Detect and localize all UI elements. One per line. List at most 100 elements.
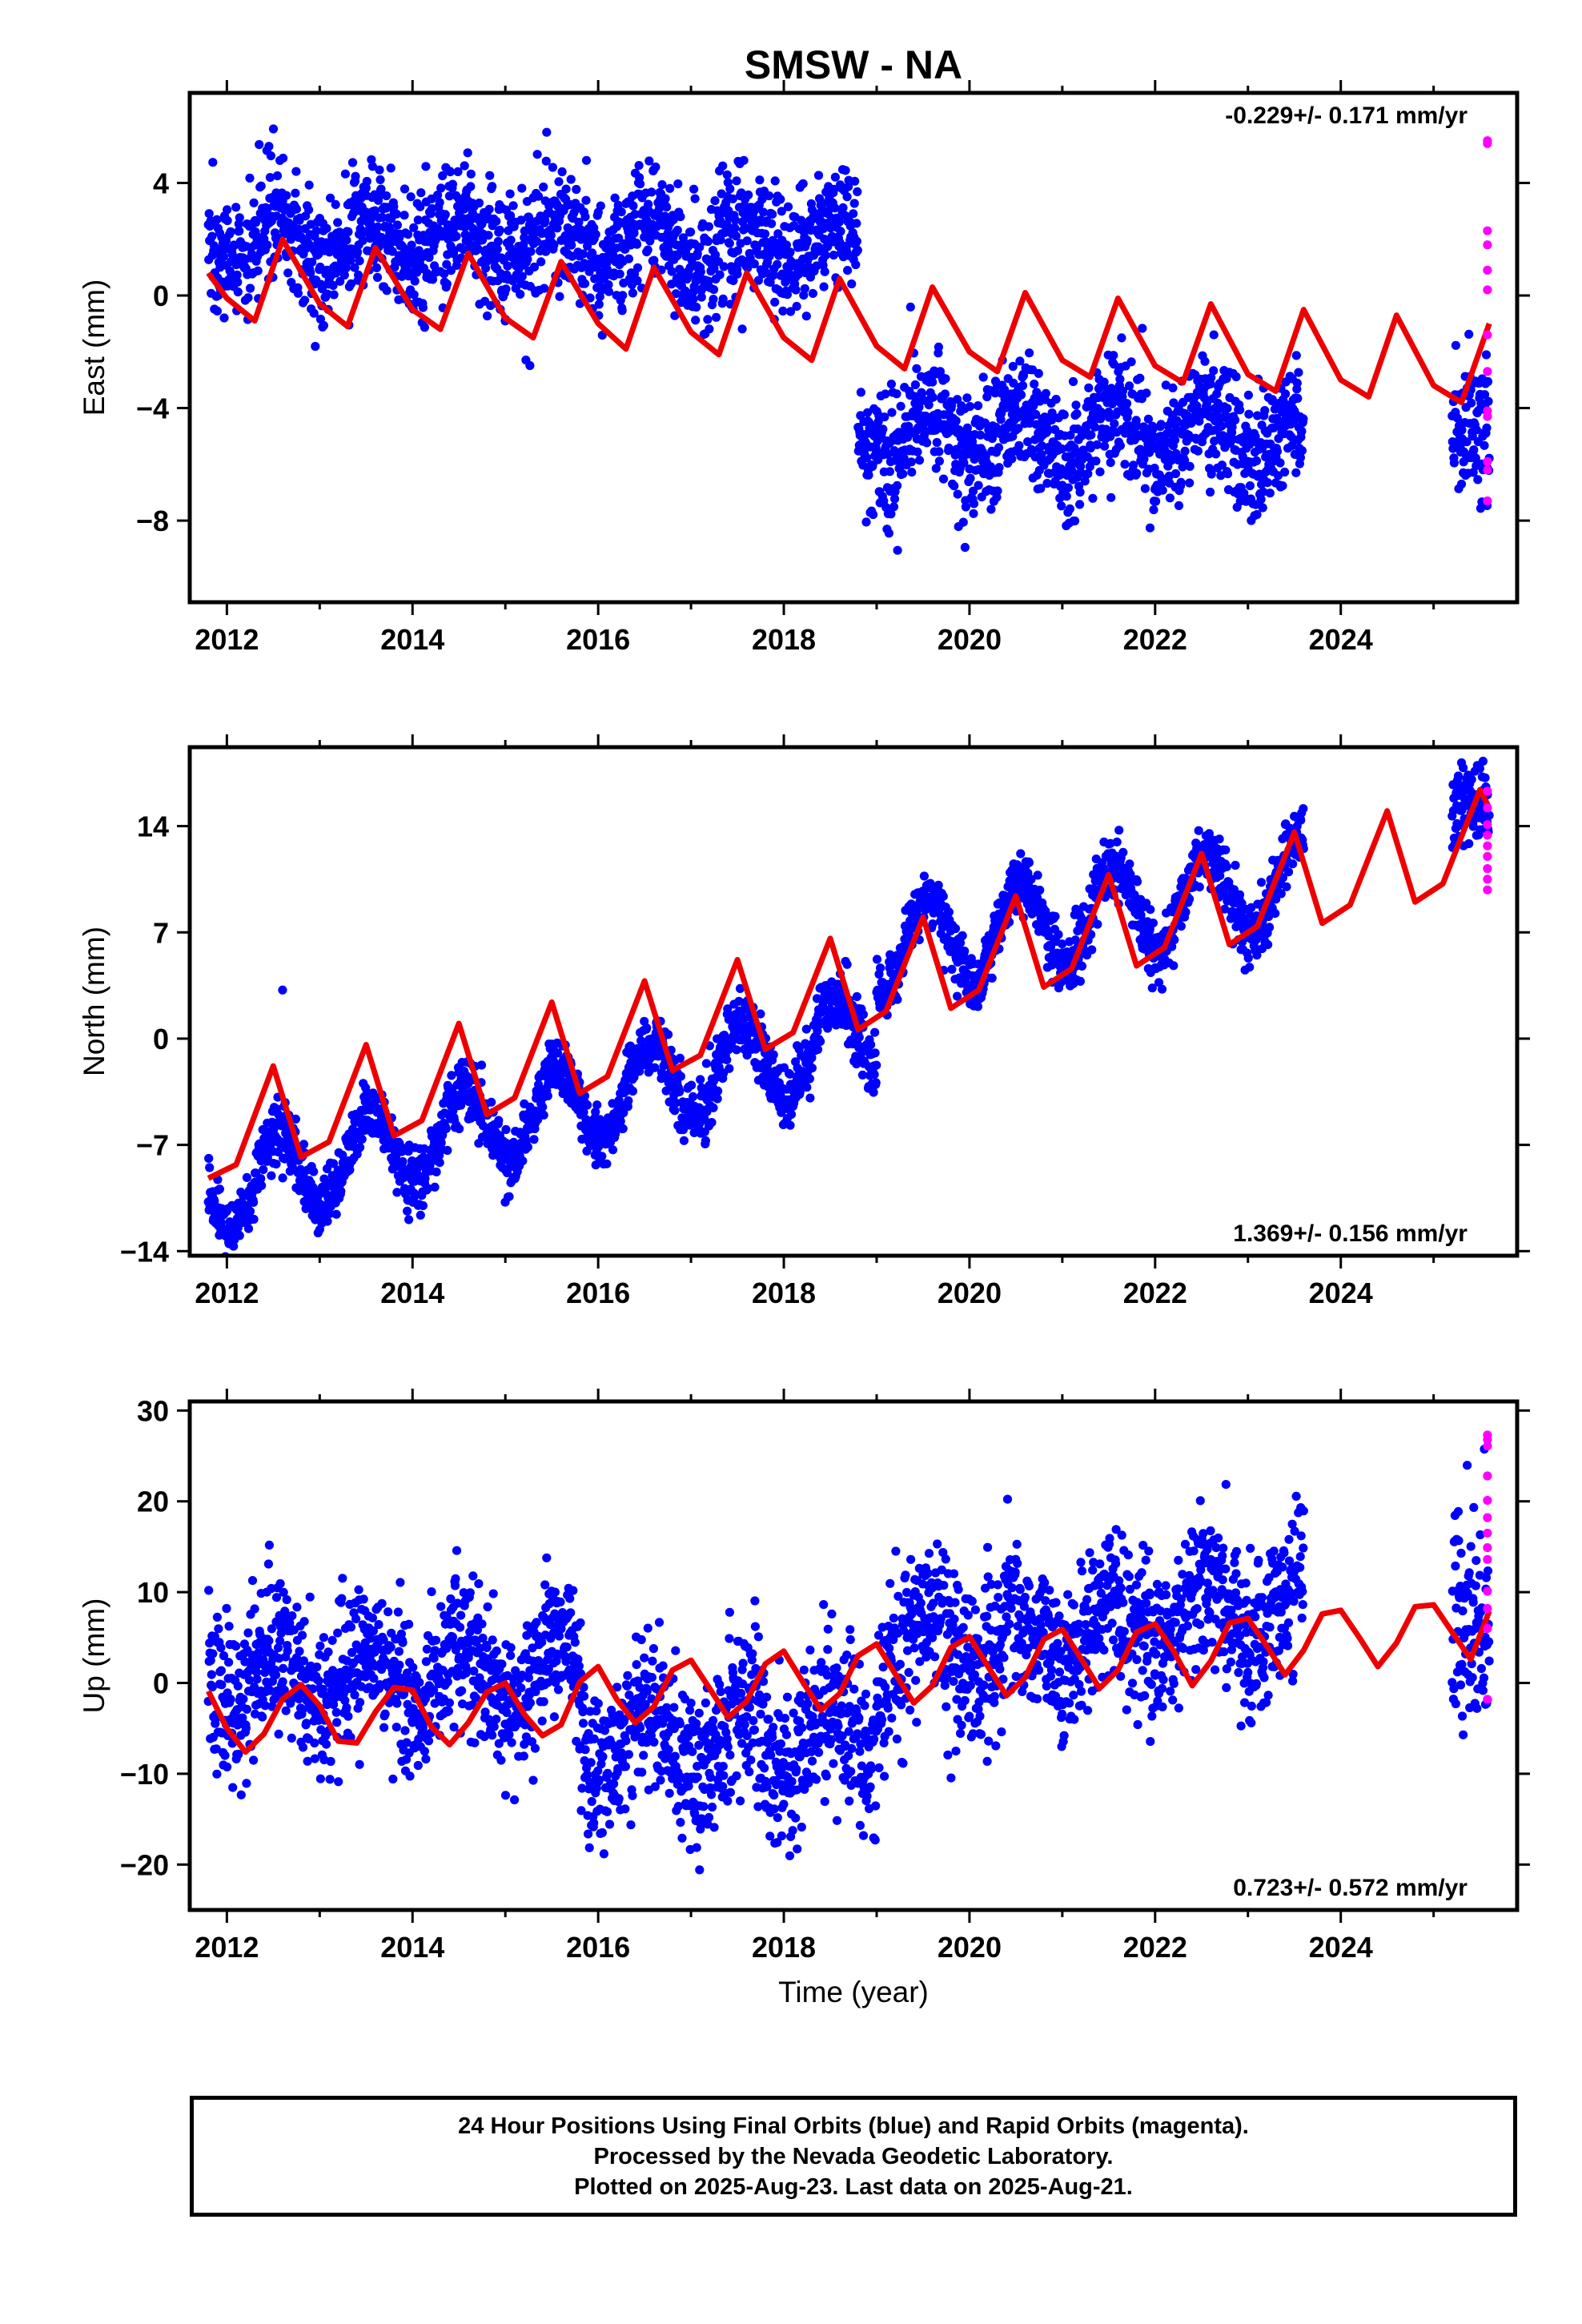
final-orbit-point [1161, 380, 1170, 390]
final-orbit-point [689, 184, 699, 194]
final-orbit-point [938, 474, 949, 484]
final-orbit-point [506, 211, 516, 220]
final-orbit-point [331, 1209, 341, 1219]
final-orbit-point [926, 879, 935, 888]
final-orbit-point [307, 257, 317, 267]
final-orbit-point [728, 194, 738, 203]
final-orbit-point [729, 275, 738, 285]
final-orbit-point [1294, 368, 1303, 377]
final-orbit-point [232, 270, 242, 279]
final-orbit-point [591, 230, 600, 239]
final-orbit-point [613, 200, 623, 210]
final-orbit-point [1185, 478, 1195, 488]
final-orbit-point [953, 991, 962, 1001]
rapid-orbit-point [1483, 367, 1492, 376]
final-orbit-point [304, 180, 314, 190]
final-orbit-point [409, 290, 419, 300]
final-orbit-point [744, 190, 753, 199]
final-orbit-point [208, 158, 218, 167]
final-orbit-point [346, 255, 355, 265]
final-orbit-point [732, 176, 741, 186]
final-orbit-point [934, 880, 943, 890]
final-orbit-point [424, 252, 434, 263]
final-orbit-point [271, 1160, 281, 1169]
final-orbit-point [657, 180, 667, 190]
final-orbit-point [552, 223, 562, 233]
final-orbit-point [889, 502, 899, 512]
final-orbit-point [732, 1045, 741, 1055]
final-orbit-point [259, 1165, 268, 1175]
final-orbit-point [630, 210, 640, 219]
final-orbit-point [886, 380, 896, 389]
final-orbit-point [1126, 357, 1136, 367]
final-orbit-point [212, 215, 222, 224]
final-orbit-point [436, 183, 446, 193]
final-orbit-point [617, 306, 627, 316]
final-orbit-point [709, 1103, 718, 1112]
final-orbit-point [931, 464, 941, 473]
final-orbit-point [1120, 460, 1130, 469]
final-orbit-point [207, 231, 217, 241]
final-orbit-point [1471, 453, 1480, 463]
final-orbit-point [841, 166, 850, 175]
final-orbit-point [212, 306, 222, 316]
final-orbit-point [421, 162, 431, 171]
final-orbit-point [851, 259, 861, 270]
final-orbit-point [309, 308, 319, 318]
final-orbit-point [460, 161, 469, 171]
final-orbit-point [447, 1071, 456, 1080]
final-orbit-point [342, 235, 351, 245]
final-orbit-point [1291, 351, 1301, 360]
final-orbit-point [773, 259, 782, 269]
final-orbit-point [893, 545, 902, 555]
final-orbit-point [1091, 456, 1101, 466]
final-orbit-point [331, 199, 340, 209]
final-orbit-point [243, 293, 253, 303]
final-orbit-point [767, 219, 777, 228]
x-tick-label: 2020 [938, 623, 1002, 656]
final-orbit-point [561, 184, 571, 194]
final-orbit-point [738, 1016, 748, 1027]
final-orbit-point [219, 251, 229, 261]
final-orbit-point [785, 307, 796, 316]
rapid-orbit-point [1483, 139, 1492, 148]
final-orbit-point [1035, 885, 1045, 895]
rapid-orbit-point [1483, 412, 1492, 421]
final-orbit-point [1071, 400, 1081, 410]
final-orbit-point [1180, 456, 1190, 465]
final-orbit-point [1070, 516, 1080, 526]
final-orbit-point [1265, 489, 1275, 498]
final-orbit-point [1456, 479, 1467, 489]
final-orbit-point [692, 302, 701, 312]
final-orbit-point [934, 342, 943, 352]
rapid-orbit-point [1483, 330, 1492, 340]
final-orbit-point [340, 169, 350, 179]
final-orbit-point [847, 279, 857, 289]
final-orbit-point [263, 1152, 272, 1162]
final-orbit-point [886, 509, 896, 519]
final-orbit-point [802, 235, 812, 245]
final-orbit-point [267, 1171, 276, 1180]
final-orbit-point [581, 155, 592, 165]
final-orbit-point [1018, 371, 1029, 380]
final-orbit-point [1245, 481, 1255, 491]
final-orbit-point [413, 215, 423, 225]
final-orbit-point [418, 303, 428, 312]
final-orbit-point [887, 408, 897, 417]
final-orbit-point [1059, 410, 1069, 420]
final-orbit-point [1139, 454, 1149, 464]
final-orbit-point [956, 938, 966, 947]
final-orbit-point [1062, 492, 1071, 501]
final-orbit-point [965, 402, 975, 412]
final-orbit-point [1088, 493, 1098, 503]
final-orbit-point [634, 161, 644, 171]
final-orbit-point [974, 401, 983, 411]
final-orbit-point [583, 241, 592, 251]
final-orbit-point [1457, 425, 1467, 435]
final-orbit-point [378, 212, 387, 223]
final-orbit-point [249, 1214, 259, 1224]
final-orbit-point [1212, 389, 1222, 399]
final-orbit-point [1263, 478, 1272, 488]
final-orbit-point [1125, 381, 1134, 391]
final-orbit-point [441, 1124, 451, 1133]
